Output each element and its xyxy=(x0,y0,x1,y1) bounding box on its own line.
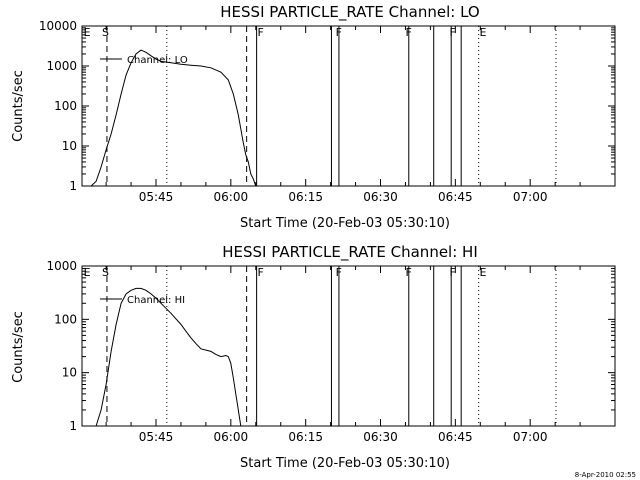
x-tick-label: 06:45 xyxy=(438,190,473,204)
y-tick-label: 1000 xyxy=(46,59,77,73)
flag-label: F xyxy=(405,266,411,279)
y-tick-label: 1 xyxy=(69,179,77,193)
x-tick-label: 06:15 xyxy=(288,430,323,444)
y-axis-label-hi: Counts/sec xyxy=(11,311,26,383)
y-tick-label: 10 xyxy=(62,139,77,153)
series-line-lo xyxy=(90,49,257,187)
legend-label: Channel: LO xyxy=(127,55,188,66)
chart-title-hi: HESSI PARTICLE_RATE Channel: HI xyxy=(222,243,478,262)
flag-label: F xyxy=(336,26,342,39)
x-tick-label: 05:45 xyxy=(139,430,174,444)
y-tick-label: 1 xyxy=(69,419,77,433)
x-tick-label: 06:45 xyxy=(438,430,473,444)
flag-label: E xyxy=(84,266,91,279)
plot-frame xyxy=(81,25,616,187)
x-tick-label: 06:30 xyxy=(363,430,398,444)
legend-label: Channel: HI xyxy=(127,295,185,306)
timestamp: 8-Apr-2010 02:55 xyxy=(575,471,636,479)
y-tick-label: 10000 xyxy=(39,19,77,33)
flag-label: F xyxy=(336,266,342,279)
y-tick-label: 100 xyxy=(54,99,77,113)
flag-label: F xyxy=(450,266,456,279)
series-line-hi xyxy=(95,287,242,427)
x-tick-label: 06:15 xyxy=(288,190,323,204)
flag-label: S xyxy=(102,26,109,39)
flag-label: E xyxy=(479,266,486,279)
x-tick-label: 06:30 xyxy=(363,190,398,204)
x-tick-label: 05:45 xyxy=(139,190,174,204)
y-tick-label: 10 xyxy=(62,366,77,380)
flag-label: E xyxy=(84,26,91,39)
plot-area-lo: 05:45 06:00 06:15 06:30 06:45 07:00 1 10 100 1000… xyxy=(39,19,616,204)
x-tick-label: 07:00 xyxy=(513,190,548,204)
chart-title-lo: HESSI PARTICLE_RATE Channel: LO xyxy=(220,3,479,22)
x-axis-label-hi: Start Time (20-Feb-03 05:30:10) xyxy=(240,456,450,471)
x-tick-label: 06:00 xyxy=(214,430,249,444)
y-tick-label: 100 xyxy=(54,312,77,326)
flag-label: F xyxy=(405,26,411,39)
plot-area-hi: 05:45 06:00 06:15 06:30 06:45 07:00 1 10 100 1000… xyxy=(46,259,616,444)
x-tick-label: 06:00 xyxy=(214,190,249,204)
flag-label: E xyxy=(479,26,486,39)
plot-frame xyxy=(81,265,616,427)
y-tick-label: 1000 xyxy=(46,259,77,273)
flag-label: F xyxy=(257,26,263,39)
y-axis-label-lo: Counts/sec xyxy=(11,70,26,142)
flag-label: S xyxy=(102,266,109,279)
flag-label: F xyxy=(450,26,456,39)
x-tick-label: 07:00 xyxy=(513,430,548,444)
flag-label: F xyxy=(257,266,263,279)
x-axis-label-lo: Start Time (20-Feb-03 05:30:10) xyxy=(240,216,450,231)
